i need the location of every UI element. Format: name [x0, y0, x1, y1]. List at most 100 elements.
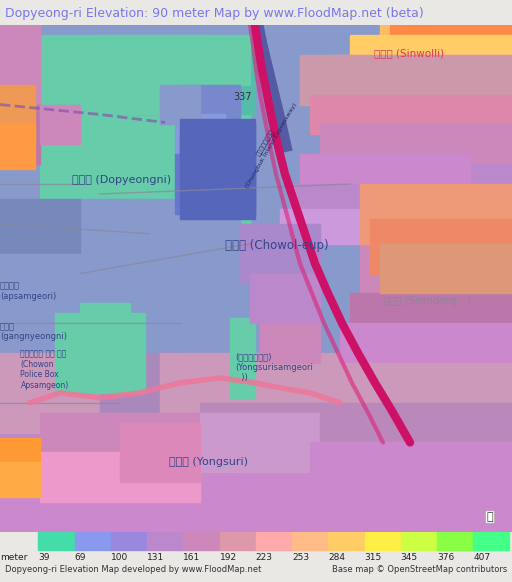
Bar [360, 244, 512, 323]
Bar [40, 452, 200, 502]
Bar [437, 532, 473, 550]
Text: Dopyeong-ri Elevation Map developed by www.FloodMap.net: Dopyeong-ri Elevation Map developed by w… [5, 565, 262, 574]
Bar [473, 532, 509, 550]
Text: 376: 376 [437, 553, 454, 562]
Bar [350, 35, 512, 84]
Bar [340, 323, 512, 403]
Bar [40, 105, 80, 144]
Bar [220, 532, 256, 550]
Text: 345: 345 [401, 553, 418, 562]
Bar [200, 413, 400, 473]
Bar [0, 199, 80, 398]
Bar [0, 25, 255, 55]
Bar [320, 125, 512, 179]
Bar [180, 119, 255, 219]
Bar [328, 532, 365, 550]
Text: Dopyeong-ri Elevation: 90 meter Map by www.FloodMap.net (beta): Dopyeong-ri Elevation: 90 meter Map by w… [5, 7, 424, 20]
Bar [320, 105, 512, 154]
Bar [455, 25, 512, 74]
Text: 조웙읍 (Chowol-eup): 조웙읍 (Chowol-eup) [225, 239, 329, 252]
Text: 69: 69 [75, 553, 86, 562]
Bar [160, 353, 340, 432]
Text: meter: meter [0, 553, 27, 562]
Bar [310, 442, 512, 532]
Bar [440, 50, 512, 105]
Bar [370, 144, 512, 179]
Bar [100, 353, 180, 413]
Bar [455, 65, 512, 125]
Bar [340, 189, 512, 224]
Bar [75, 532, 111, 550]
Bar [310, 95, 512, 134]
Bar [40, 274, 240, 423]
Bar [360, 119, 512, 159]
Bar [430, 25, 512, 50]
Bar [0, 398, 160, 457]
Text: 337: 337 [233, 92, 251, 102]
Bar [40, 40, 160, 90]
Text: 284: 284 [328, 553, 345, 562]
Bar [350, 204, 512, 234]
Bar [183, 532, 220, 550]
Bar [70, 55, 220, 174]
Text: 조원파출소 압삼 거리
(Chowon
Police Box
Apsamgeon): 조원파출소 압삼 거리 (Chowon Police Box Apsamgeon… [20, 350, 69, 390]
Bar [330, 55, 512, 95]
Bar [260, 323, 320, 363]
Bar [195, 125, 255, 214]
Bar [300, 154, 470, 204]
Text: 407: 407 [473, 553, 490, 562]
Bar [370, 219, 512, 274]
Bar [0, 462, 40, 497]
Bar [400, 55, 512, 95]
Bar [0, 438, 40, 487]
Bar [350, 293, 512, 353]
Bar [365, 532, 401, 550]
Bar [0, 353, 100, 432]
Bar [200, 403, 360, 462]
Bar [290, 184, 420, 224]
Text: 도평리 (Dopyeongni): 도평리 (Dopyeongni) [72, 175, 171, 184]
Bar [360, 45, 512, 105]
Bar [0, 105, 40, 164]
Bar [40, 55, 120, 234]
Bar [175, 115, 225, 154]
Bar [440, 25, 512, 60]
Bar [250, 274, 320, 323]
Bar [470, 74, 512, 154]
Bar [380, 25, 510, 55]
Text: (영수리삼거리)
(Yongsurisamgeori
  )): (영수리삼거리) (Yongsurisamgeori )) [236, 352, 313, 382]
Bar [30, 35, 210, 115]
Text: 영수리 (Yongsuri): 영수리 (Yongsuri) [169, 457, 248, 467]
Bar [180, 134, 250, 214]
Bar [80, 199, 240, 348]
Bar [120, 423, 200, 482]
Text: 압삼거리
(apsamgeori): 압삼거리 (apsamgeori) [0, 282, 56, 301]
Bar [460, 105, 512, 144]
Text: 충북내륙고속도로
(Chungbuk Inland Expressway): 충북내륙고속도로 (Chungbuk Inland Expressway) [239, 99, 297, 189]
Bar [370, 65, 512, 144]
Bar [380, 80, 510, 144]
Bar [380, 244, 512, 293]
Bar [80, 95, 250, 194]
Bar [38, 532, 75, 550]
Bar [470, 25, 512, 115]
Text: 131: 131 [147, 553, 164, 562]
Bar [300, 55, 512, 105]
Text: 253: 253 [292, 553, 309, 562]
Bar [90, 55, 250, 224]
Bar [55, 313, 145, 393]
Bar [256, 532, 292, 550]
Bar [230, 318, 255, 398]
Bar [60, 323, 140, 383]
Bar [240, 224, 320, 283]
Bar [160, 84, 200, 125]
Bar [320, 403, 512, 502]
Bar [330, 363, 512, 452]
Text: 신동리 (Seondong…): 신동리 (Seondong…) [384, 296, 471, 306]
Bar [111, 532, 147, 550]
Bar [80, 303, 130, 343]
Bar [330, 115, 512, 169]
Bar [0, 25, 40, 105]
Text: 161: 161 [183, 553, 201, 562]
Text: 신웘리 (Sinwolli): 신웘리 (Sinwolli) [374, 48, 444, 58]
